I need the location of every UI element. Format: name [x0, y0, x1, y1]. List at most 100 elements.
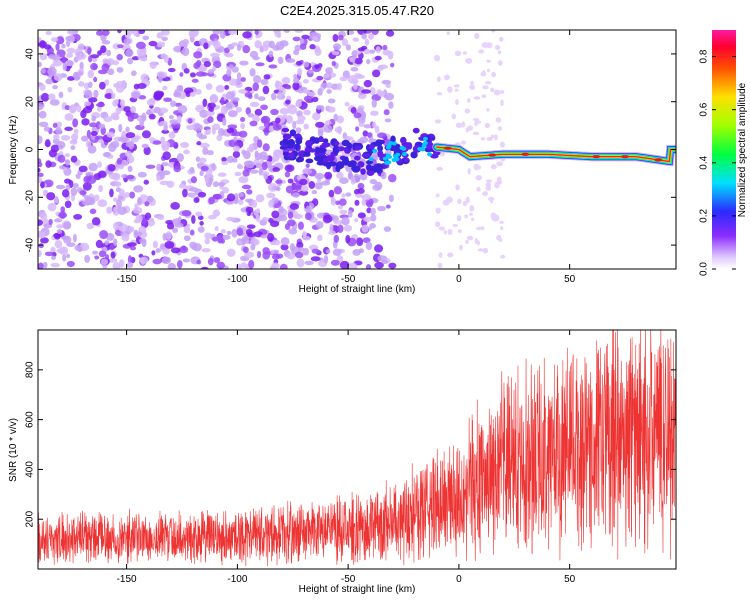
spectrogram-noise-blob	[377, 132, 387, 139]
spectrogram-noise-blob	[293, 182, 303, 192]
spectrogram-ridge-blob	[403, 157, 409, 163]
spectrogram-noise-blob	[79, 190, 87, 196]
snr-panel: -150 -100 -50 0 50 200 400 600 800 Height of st…	[8, 329, 677, 595]
spectrogram-noise-blob	[353, 112, 362, 119]
spectrogram-noise-blob	[500, 254, 506, 259]
spectrogram-noise-blob	[157, 75, 163, 83]
spectrogram-noise-blob	[54, 196, 59, 204]
spectrogram-noise-blob	[176, 260, 183, 269]
spectrogram-noise-blob	[82, 182, 92, 191]
spectrogram-noise-blob	[433, 54, 441, 62]
spectrogram-noise-blob	[383, 226, 392, 232]
spectrogram-noise-blob	[262, 155, 269, 161]
spectrogram-noise-blob	[212, 40, 221, 49]
spectrogram-noise-blob	[499, 90, 505, 94]
spectrogram-noise-blob	[42, 261, 48, 269]
spectrogram-ridge-blob	[305, 139, 313, 148]
spectrogram-noise-blob	[222, 117, 227, 126]
spectrogram-noise-blob	[336, 171, 344, 179]
spectrogram-noise-blob	[84, 90, 93, 99]
spectrogram-noise-blob	[112, 99, 118, 107]
spectrogram-noise-blob	[211, 123, 221, 131]
spectrogram-noise-blob	[99, 81, 106, 90]
spectrogram-noise-blob	[38, 176, 42, 184]
spectrogram-noise-blob	[173, 91, 182, 98]
spectrogram-noise-blob	[199, 157, 207, 164]
spectrogram-noise-blob	[499, 141, 505, 148]
y-tick-label: 600	[25, 411, 36, 428]
spectrogram-noise-blob	[45, 30, 52, 36]
spectrogram-noise-blob	[98, 123, 106, 129]
spectrogram-ridge-blob	[368, 157, 374, 162]
spectrogram-noise-blob	[53, 134, 60, 140]
spectrogram-noise-blob	[268, 64, 278, 69]
spectrogram-ridge-blob	[410, 151, 418, 159]
spectrogram-noise-blob	[249, 120, 258, 127]
spectrogram-hotspot	[654, 158, 663, 162]
spectrogram-ridge-blob	[287, 139, 296, 147]
spectrogram-noise-blob	[105, 254, 110, 260]
spectrogram-noise-blob	[217, 181, 226, 187]
colorbar-tick-label: 0.6	[699, 102, 710, 116]
spectrogram-noise-blob	[374, 261, 384, 269]
spectrogram-noise-blob	[332, 34, 339, 42]
spectrogram-ridge-blob	[305, 158, 314, 164]
spectrogram-noise-blob	[160, 53, 167, 60]
spectrogram-noise-blob	[179, 245, 189, 254]
spectrogram-noise-blob	[219, 30, 226, 39]
spectrogram-ridge-blob	[303, 151, 311, 157]
spectrogram-noise-blob	[455, 184, 460, 191]
spectrogram-noise-blob	[435, 207, 441, 214]
spectrogram-noise-blob	[58, 91, 64, 99]
spectrogram-noise-blob	[77, 246, 83, 253]
spectrogram-noise-blob	[298, 247, 305, 252]
spectrogram-noise-blob	[99, 230, 109, 240]
spectrogram-noise-blob	[389, 194, 394, 203]
spectrogram-noise-blob	[226, 193, 236, 202]
spectrogram-noise-blob	[199, 170, 204, 177]
spectrogram-noise-blob	[38, 249, 42, 257]
snr-x-ticks: -150 -100 -50 0 50	[117, 330, 576, 585]
spectrogram-noise-blob	[233, 136, 238, 142]
spectrogram-noise-blob	[203, 42, 209, 50]
spectrogram-noise-blob	[88, 97, 98, 103]
spectrogram-noise-blob	[167, 67, 176, 73]
spectrogram-noise-blob	[339, 209, 348, 215]
spectrogram-noise-blob	[292, 192, 300, 198]
spectrogram-noise-blob	[271, 210, 280, 219]
spectrogram-noise-blob	[134, 203, 139, 211]
spectrogram-ridge-blob	[282, 151, 289, 157]
spectrogram-noise-blob	[255, 208, 261, 214]
spectrogram-noise-blob	[499, 220, 504, 225]
spectrogram-ridge-blob	[346, 142, 353, 150]
spectrogram-noise-blob	[498, 36, 504, 42]
spectrogram-noise-blob	[132, 30, 139, 37]
spectrogram-noise-blob	[226, 155, 234, 164]
spectrogram-noise-blob	[457, 229, 462, 234]
spectrogram-noise-blob	[447, 228, 453, 236]
spectrogram-noise-blob	[62, 254, 67, 262]
spectrogram-noise-blob	[125, 132, 136, 139]
spectrogram-noise-blob	[343, 224, 353, 232]
spectrogram-noise-blob	[325, 67, 333, 75]
spectrogram-noise-blob	[316, 75, 323, 80]
spectrogram-noise-blob	[149, 61, 157, 70]
spectrogram-noise-blob	[130, 105, 137, 114]
spectrogram-noise-blob	[304, 212, 312, 221]
spectrogram-ridge-blob	[348, 160, 357, 168]
spectrogram-noise-blob	[377, 90, 385, 98]
spectrogram-noise-blob	[97, 161, 102, 168]
spectrogram-noise-blob	[66, 242, 76, 247]
spectrogram-noise-blob	[158, 107, 169, 114]
spectrogram-noise-blob	[101, 63, 110, 72]
spectrogram-noise-blob	[255, 213, 261, 223]
spectrogram-noise-blob	[161, 256, 172, 265]
spectrogram-noise-blob	[64, 178, 72, 184]
spectrogram-noise-blob	[337, 224, 344, 234]
spectrogram-noise-blob	[183, 225, 191, 234]
spectrogram-noise-blob	[118, 188, 125, 196]
spectrogram-ridge-blob	[382, 156, 388, 161]
spectrogram-noise-blob	[237, 192, 244, 197]
spectrogram-noise-blob	[138, 95, 147, 100]
spectrogram-noise-blob	[112, 262, 121, 269]
